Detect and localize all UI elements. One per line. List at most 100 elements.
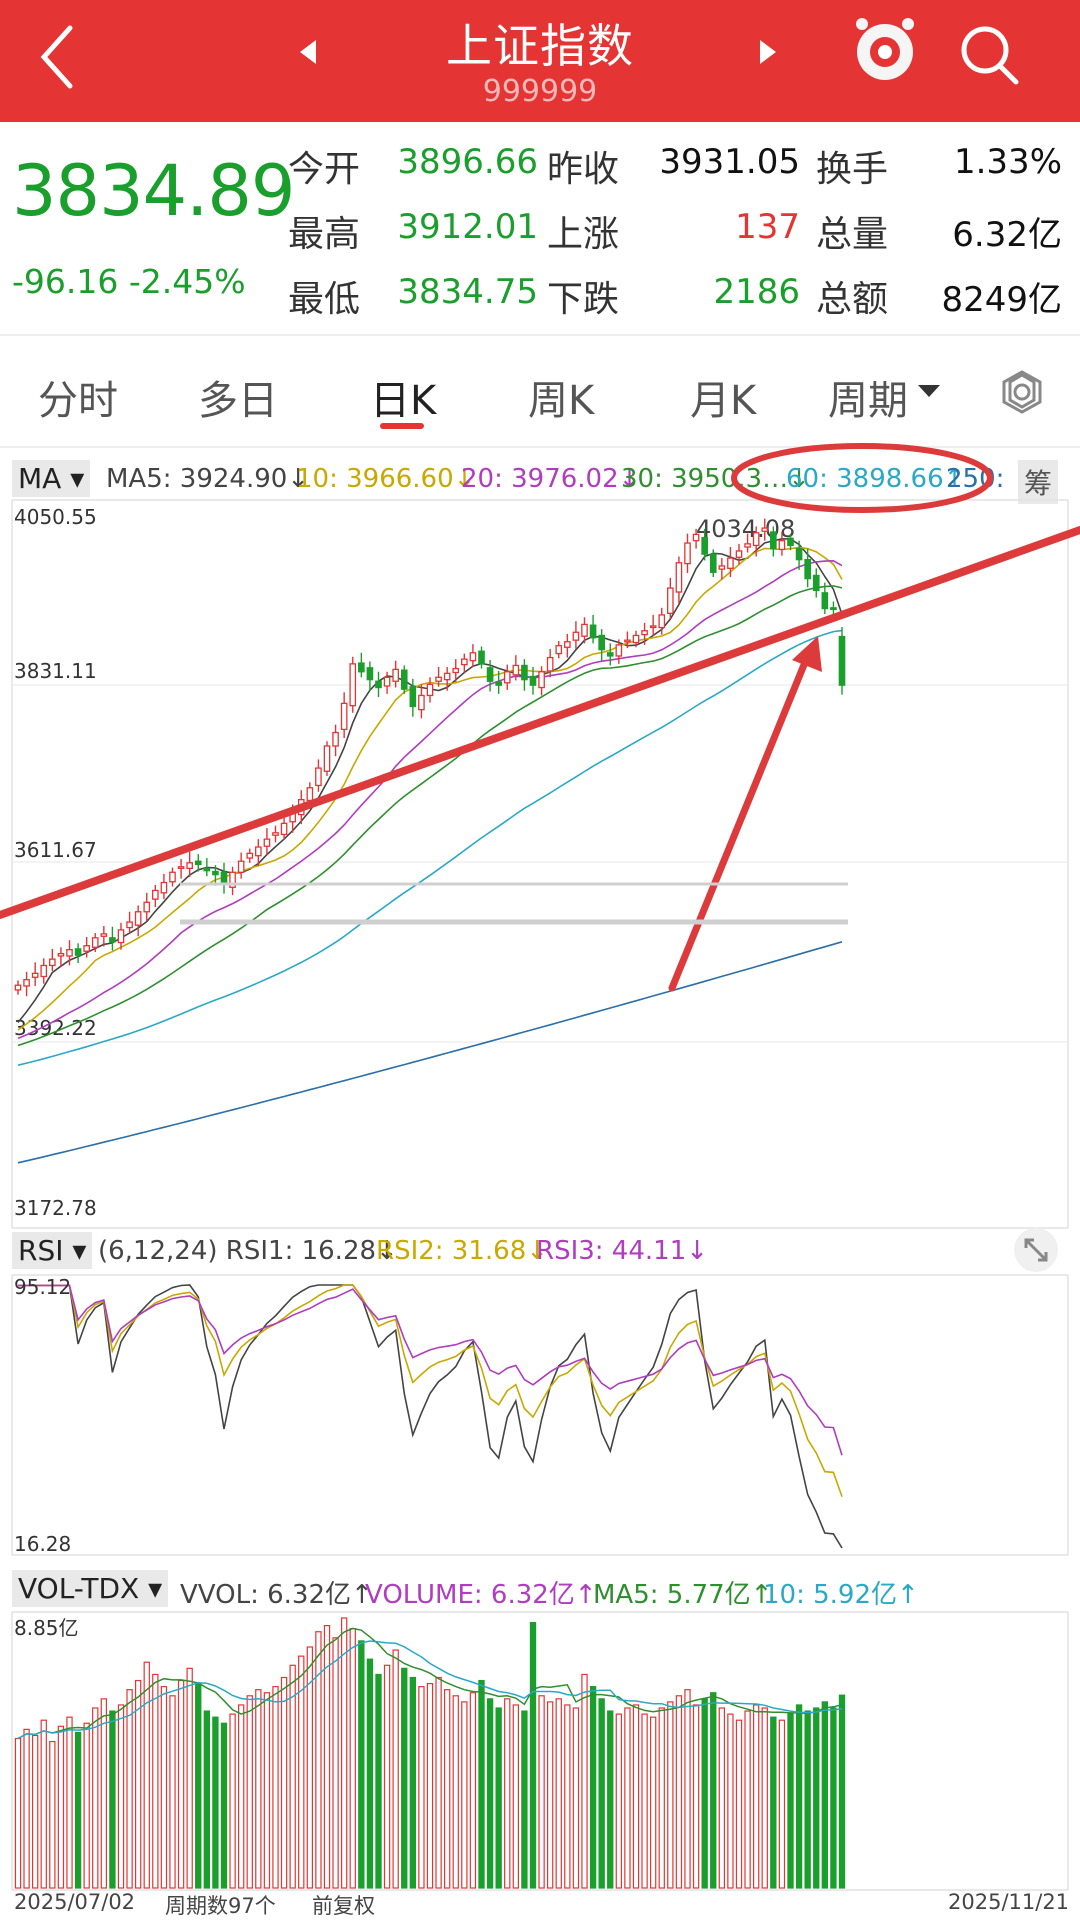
volume-bar: [795, 1704, 803, 1889]
volume-bar: [478, 1679, 485, 1889]
volume-bar: [581, 1673, 588, 1889]
candle-body: [375, 680, 382, 689]
divider: [0, 334, 1080, 336]
volume-bar: [787, 1713, 794, 1889]
candle-body: [555, 645, 563, 655]
volume-bar: [160, 1686, 168, 1889]
candle-body: [169, 871, 176, 883]
vol-axis-top: 8.85亿: [14, 1616, 79, 1640]
volume-bar: [770, 1716, 777, 1889]
volume-bar: [701, 1698, 708, 1889]
quote-value: 3912.01: [397, 207, 538, 247]
adjust-mode[interactable]: 前复权: [312, 1894, 375, 1918]
volume-bar: [332, 1637, 339, 1889]
candle-body: [486, 667, 494, 682]
chevron-left-icon[interactable]: [40, 25, 73, 89]
quote-value: 6.32亿: [952, 215, 1062, 255]
legend-item: VOLUME: 6.32亿↑: [365, 1580, 597, 1610]
quote-value: 3931.05: [659, 142, 800, 182]
header-icons: [40, 18, 1019, 89]
rsi-selector[interactable]: RSI ▾: [12, 1232, 93, 1269]
tab-5[interactable]: 周期: [828, 378, 908, 424]
volume-bar: [366, 1658, 374, 1889]
volume-bar: [229, 1713, 236, 1889]
rsi-selector-label: RSI: [18, 1234, 64, 1267]
end-date: 2025/11/21: [948, 1890, 1070, 1914]
candle-body: [667, 587, 674, 614]
volume-bar: [358, 1640, 365, 1889]
vol-selector[interactable]: VOL-TDX ▾: [12, 1570, 169, 1607]
volume-bar: [538, 1695, 545, 1889]
volume-bar: [572, 1707, 580, 1889]
quote-key: 总量: [816, 214, 889, 255]
candle-body: [658, 614, 666, 629]
period-count: 周期数97个: [165, 1894, 276, 1918]
tab-3[interactable]: 周K: [528, 378, 595, 424]
volume-bar: [74, 1731, 82, 1889]
volume-bar: [177, 1679, 185, 1889]
volume-bar: [83, 1722, 90, 1889]
legend-item: MA5: 5.77亿↑: [593, 1580, 773, 1610]
ma-selector-label: MA: [18, 462, 62, 495]
candle-body: [229, 871, 236, 888]
axis-label: 3172.78: [14, 1196, 97, 1220]
candle-body: [503, 671, 511, 684]
volume-bar: [409, 1676, 417, 1889]
tab-1[interactable]: 多日: [198, 378, 278, 424]
candle-body: [280, 822, 288, 836]
volume-bar: [152, 1673, 159, 1889]
volume-bar: [289, 1664, 296, 1889]
triangle-right-icon[interactable]: [760, 40, 776, 64]
tab-4[interactable]: 月K: [690, 378, 757, 424]
legend-item: VVOL: 6.32亿↑: [180, 1580, 373, 1610]
volume-bar: [761, 1707, 768, 1889]
volume-bar: [589, 1686, 597, 1889]
candle-body: [546, 656, 554, 672]
divider: [0, 446, 1080, 448]
tab-2[interactable]: 日K: [370, 378, 437, 424]
volume-bar: [495, 1707, 502, 1889]
quote-value: 3834.75: [397, 272, 538, 312]
ma-selector[interactable]: MA ▾: [12, 460, 91, 497]
rsi2-line: [18, 1284, 843, 1497]
legend-item: MA5: 3924.90↓: [106, 464, 310, 494]
chip-button[interactable]: 筹: [1018, 460, 1059, 504]
volume-bar: [727, 1713, 734, 1889]
quote-key: 换手: [816, 149, 889, 190]
volume-bar: [109, 1710, 116, 1889]
volume-bar: [435, 1676, 442, 1889]
candle-body: [478, 650, 485, 665]
quote-value: 3896.66: [397, 142, 538, 182]
candle-body: [787, 537, 794, 547]
current-price: 3834.89: [12, 150, 295, 232]
candle-body: [778, 540, 786, 551]
quote-key: 上涨: [547, 214, 620, 255]
page-title: 上证指数: [446, 19, 634, 73]
volume-bar: [469, 1692, 477, 1889]
candle-body: [186, 862, 193, 869]
ma250-line: [17, 941, 843, 1164]
arrow-head: [792, 636, 822, 672]
quote-key: 总额: [816, 279, 889, 320]
mascot-icon[interactable]: [856, 18, 914, 80]
candle-body: [220, 871, 228, 885]
volume-bar: [237, 1704, 245, 1889]
vol-ma5-line: [17, 1627, 843, 1740]
volume-bar: [778, 1719, 786, 1889]
volume-bar: [521, 1710, 528, 1889]
candle-body: [323, 745, 331, 772]
quote-value: 2186: [713, 272, 800, 312]
search-icon[interactable]: [961, 26, 1019, 85]
candle-body: [74, 948, 82, 956]
candle-body: [91, 937, 99, 948]
candle-body: [340, 702, 348, 731]
candle-body: [272, 832, 279, 836]
candle-body: [366, 667, 374, 681]
candle-body: [641, 630, 648, 636]
triangle-left-icon[interactable]: [300, 40, 316, 64]
volume-bar: [340, 1617, 348, 1889]
tab-0[interactable]: 分时: [38, 378, 118, 424]
candle-body: [632, 634, 640, 644]
active-tab-underline: [380, 423, 424, 429]
